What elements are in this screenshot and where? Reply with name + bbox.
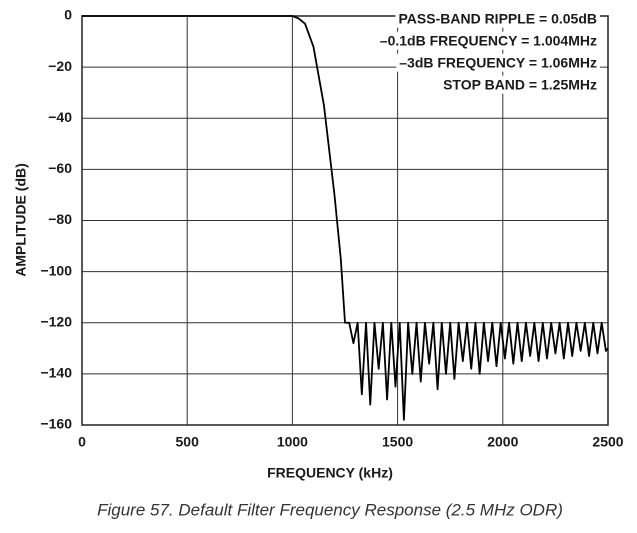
x-tick-label: 500 xyxy=(176,434,200,450)
annotation: PASS-BAND RIPPLE = 0.05dB xyxy=(398,11,597,27)
x-tick-label: 2000 xyxy=(487,434,518,450)
y-tick-label: −160 xyxy=(40,416,72,432)
y-tick-label: −140 xyxy=(40,365,72,381)
y-tick-label: −40 xyxy=(48,109,72,125)
y-tick-label: −80 xyxy=(48,211,72,227)
y-tick-label: −120 xyxy=(40,313,72,329)
annotation-bg xyxy=(376,31,600,50)
caption: Figure 57. Default Filter Frequency Resp… xyxy=(97,500,563,519)
annotation-bg xyxy=(396,53,600,72)
annotation: –0.1dB FREQUENCY = 1.004MHz xyxy=(380,33,597,49)
annotation-bg xyxy=(395,9,600,28)
x-tick-label: 0 xyxy=(78,434,86,450)
y-tick-label: 0 xyxy=(64,7,72,23)
annotation-bg xyxy=(440,75,600,94)
y-tick-label: −60 xyxy=(48,160,72,176)
series-line xyxy=(82,15,609,421)
annotation: –3dB FREQUENCY = 1.06MHz xyxy=(399,55,597,71)
x-tick-label: 2500 xyxy=(592,434,623,450)
x-axis-label: FREQUENCY (kHz) xyxy=(267,465,393,481)
x-tick-label: 1000 xyxy=(277,434,308,450)
y-tick-label: −20 xyxy=(48,58,72,74)
annotation: STOP BAND = 1.25MHz xyxy=(443,77,597,93)
y-tick-label: −100 xyxy=(40,262,72,278)
x-tick-label: 1500 xyxy=(382,434,413,450)
y-axis-label: AMPLITUDE (dB) xyxy=(13,163,29,277)
plot-frame xyxy=(81,15,609,426)
